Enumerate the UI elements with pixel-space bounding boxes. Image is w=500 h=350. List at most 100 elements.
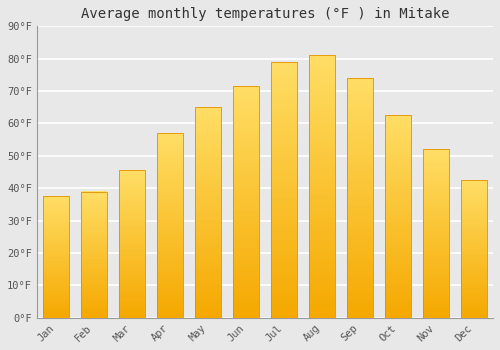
Bar xyxy=(422,236,450,239)
Bar xyxy=(422,200,450,203)
Bar xyxy=(80,259,107,261)
Bar xyxy=(118,193,145,195)
Bar xyxy=(232,198,259,202)
Bar xyxy=(156,231,183,235)
Bar xyxy=(232,117,259,121)
Bar xyxy=(308,125,336,130)
Bar xyxy=(42,251,69,253)
Bar xyxy=(346,154,374,158)
Bar xyxy=(118,271,145,274)
Bar xyxy=(118,183,145,185)
Bar xyxy=(384,301,411,304)
Bar xyxy=(384,314,411,318)
Bar xyxy=(308,173,336,178)
Bar xyxy=(270,284,297,288)
Bar xyxy=(384,216,411,220)
Bar xyxy=(156,262,183,266)
Bar xyxy=(194,307,221,311)
Bar xyxy=(80,312,107,314)
Bar xyxy=(118,232,145,235)
Bar xyxy=(384,135,411,139)
Bar xyxy=(42,273,69,275)
Bar xyxy=(308,82,336,86)
Bar xyxy=(42,283,69,286)
Bar xyxy=(232,179,259,183)
Bar xyxy=(80,297,107,299)
Bar xyxy=(156,256,183,259)
Bar xyxy=(118,178,145,180)
Bar xyxy=(194,146,221,149)
Bar xyxy=(384,284,411,287)
Bar xyxy=(308,73,336,77)
Bar xyxy=(384,142,411,146)
Bar xyxy=(80,288,107,290)
Bar xyxy=(42,210,69,212)
Bar xyxy=(194,258,221,262)
Bar xyxy=(346,238,374,242)
Bar xyxy=(346,102,374,106)
Bar xyxy=(422,275,450,279)
Bar xyxy=(346,146,374,150)
Bar xyxy=(156,315,183,318)
Bar xyxy=(460,253,487,256)
Bar xyxy=(308,222,336,226)
Bar xyxy=(270,75,297,79)
Bar xyxy=(422,158,450,161)
Bar xyxy=(460,306,487,309)
Bar xyxy=(156,290,183,293)
Bar xyxy=(118,227,145,229)
Bar xyxy=(42,216,69,219)
Bar xyxy=(422,287,450,290)
Bar xyxy=(80,265,107,267)
Bar xyxy=(42,316,69,318)
Bar xyxy=(232,113,259,117)
Bar xyxy=(460,311,487,313)
Bar xyxy=(42,269,69,271)
Bar xyxy=(118,205,145,207)
Bar xyxy=(194,160,221,163)
Bar xyxy=(232,287,259,291)
Bar xyxy=(270,232,297,237)
Bar xyxy=(422,219,450,222)
Bar xyxy=(156,142,183,146)
Bar xyxy=(460,260,487,263)
Bar xyxy=(308,226,336,230)
Bar xyxy=(80,194,107,196)
Bar xyxy=(80,250,107,253)
Bar xyxy=(460,302,487,304)
Bar xyxy=(460,313,487,316)
Bar xyxy=(422,149,450,318)
Bar xyxy=(156,225,183,229)
Bar xyxy=(80,305,107,307)
Bar xyxy=(308,134,336,139)
Bar xyxy=(118,278,145,281)
Bar xyxy=(194,300,221,304)
Bar xyxy=(42,239,69,241)
Bar xyxy=(42,275,69,277)
Bar xyxy=(270,83,297,88)
Bar xyxy=(422,149,450,152)
Bar xyxy=(156,136,183,139)
Bar xyxy=(194,240,221,244)
Bar xyxy=(308,287,336,292)
Bar xyxy=(422,264,450,267)
Bar xyxy=(232,310,259,314)
Bar xyxy=(194,223,221,226)
Bar xyxy=(42,235,69,237)
Bar xyxy=(346,258,374,262)
Bar xyxy=(42,231,69,233)
Bar xyxy=(156,250,183,253)
Bar xyxy=(194,282,221,286)
Bar xyxy=(346,294,374,298)
Bar xyxy=(384,139,411,142)
Bar xyxy=(460,267,487,270)
Bar xyxy=(270,121,297,126)
Bar xyxy=(42,271,69,273)
Bar xyxy=(118,283,145,286)
Bar xyxy=(42,267,69,269)
Bar xyxy=(232,155,259,160)
Bar xyxy=(118,197,145,200)
Bar xyxy=(194,153,221,156)
Bar xyxy=(384,146,411,149)
Bar xyxy=(156,244,183,247)
